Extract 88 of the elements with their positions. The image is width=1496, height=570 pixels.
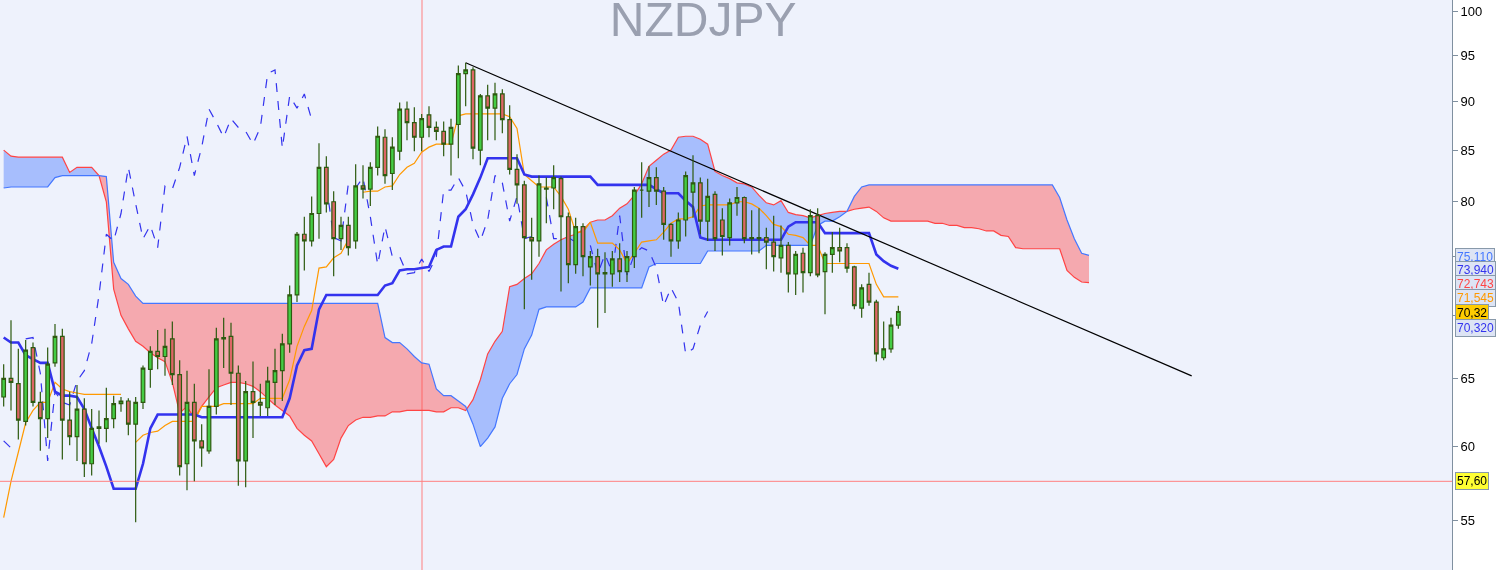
- candlestick: [485, 84, 491, 141]
- candlestick: [433, 120, 439, 141]
- candlestick: [309, 195, 315, 248]
- candlestick: [74, 384, 80, 462]
- candlestick: [441, 120, 447, 157]
- candlestick: [279, 333, 285, 402]
- y-tick-label: 95: [1460, 48, 1476, 64]
- candlestick: [177, 359, 183, 477]
- candlestick: [199, 423, 205, 468]
- candlestick: [492, 82, 498, 141]
- candlestick: [221, 317, 227, 369]
- candlestick: [1, 363, 7, 407]
- ref-line-label: 57,60: [1457, 474, 1488, 488]
- y-tick-label: 100: [1460, 4, 1483, 20]
- candlestick: [184, 370, 190, 491]
- candlestick: [426, 105, 432, 138]
- candlestick: [499, 88, 505, 134]
- candlestick: [316, 142, 322, 240]
- candlestick: [147, 345, 153, 389]
- chart-title: NZDJPY: [609, 0, 797, 47]
- candlestick: [59, 328, 65, 461]
- candlestick: [155, 329, 161, 370]
- candlestick: [191, 383, 197, 482]
- candlestick: [411, 106, 417, 152]
- candlestick: [81, 397, 87, 478]
- y-tick-label: 85: [1460, 142, 1476, 158]
- candlestick: [45, 347, 51, 439]
- candlestick: [455, 64, 461, 159]
- candlestick: [338, 216, 344, 251]
- candlestick: [125, 397, 131, 436]
- candlestick: [367, 161, 373, 207]
- text: 70,320: [1457, 321, 1495, 335]
- candlestick: [67, 391, 73, 446]
- text: 70,32: [1457, 306, 1488, 320]
- candlestick: [206, 368, 212, 455]
- candlestick: [353, 163, 359, 250]
- candlestick: [243, 380, 249, 488]
- candlestick: [287, 284, 293, 354]
- y-tick-label: 80: [1460, 194, 1476, 210]
- candlestick: [895, 305, 901, 330]
- candlestick: [111, 395, 117, 429]
- candlestick: [360, 164, 366, 200]
- candlestick: [235, 364, 241, 487]
- candlestick: [881, 320, 887, 361]
- candlestick: [23, 339, 29, 427]
- candlestick: [397, 101, 403, 161]
- text: 75,110: [1457, 250, 1494, 264]
- candlestick: [140, 364, 146, 410]
- candlestick: [448, 118, 454, 177]
- candlestick: [228, 322, 234, 406]
- candlestick: [133, 396, 139, 523]
- candlestick: [301, 216, 307, 271]
- text: 72,743: [1457, 277, 1495, 291]
- y-tick-label: 90: [1460, 94, 1476, 110]
- candlestick: [851, 265, 857, 310]
- candlestick: [265, 366, 271, 417]
- candlestick: [419, 113, 425, 152]
- candlestick: [52, 323, 58, 368]
- candlestick: [272, 348, 278, 406]
- candlestick: [375, 125, 381, 177]
- candlestick: [162, 328, 168, 377]
- candlestick: [15, 348, 21, 441]
- candlestick: [89, 408, 95, 477]
- text: 71,545: [1457, 291, 1495, 305]
- y-tick-label: 65: [1460, 371, 1476, 386]
- candlestick: [257, 383, 263, 417]
- candlestick: [463, 62, 469, 107]
- candlestick: [873, 299, 879, 363]
- candlestick: [389, 136, 395, 191]
- candlestick: [118, 396, 124, 413]
- candlestick: [323, 155, 329, 214]
- candlestick: [213, 327, 219, 416]
- y-tick-label: 60: [1460, 439, 1476, 455]
- text: 73,940: [1457, 263, 1495, 277]
- candlestick: [345, 216, 351, 257]
- y-tick-label: 55: [1460, 513, 1476, 529]
- candlestick: [404, 100, 410, 141]
- candlestick: [331, 190, 337, 277]
- candlestick: [96, 409, 102, 445]
- candlestick: [8, 319, 14, 412]
- candlestick: [250, 361, 256, 439]
- candlestick: [859, 283, 865, 319]
- candlestick: [888, 317, 894, 354]
- candlestick: [866, 272, 872, 307]
- candlestick: [37, 391, 43, 452]
- candlestick: [382, 128, 388, 185]
- candlestick: [169, 320, 175, 386]
- candlestick: [103, 387, 109, 443]
